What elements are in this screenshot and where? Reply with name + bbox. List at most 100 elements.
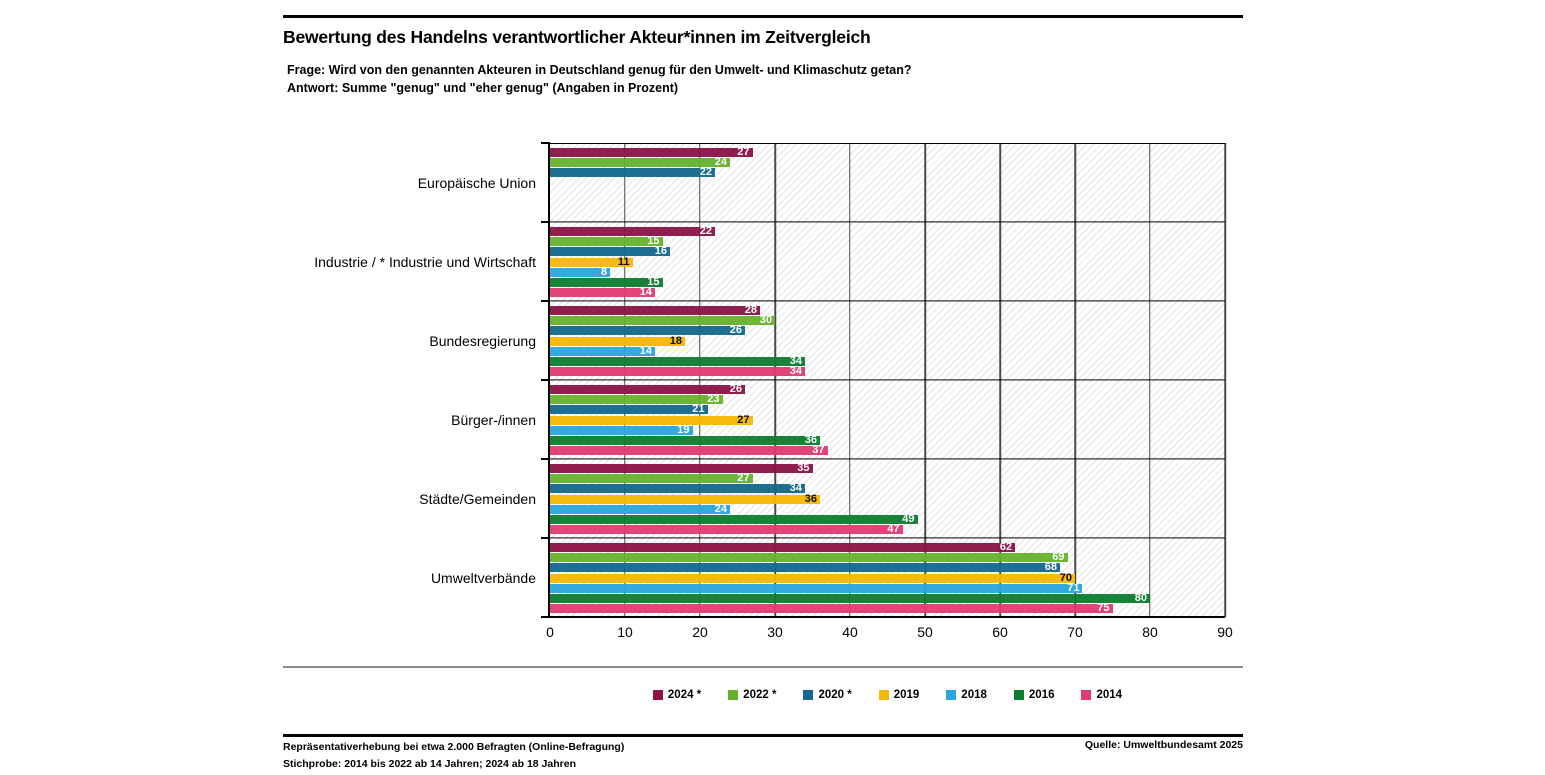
- x-tick-label: 60: [992, 624, 1008, 640]
- bar-value-label: 36: [804, 433, 817, 446]
- bar-2018: 14: [550, 344, 655, 357]
- footnote-sample: Stichprobe: 2014 bis 2022 ab 14 Jahren; …: [283, 757, 576, 770]
- legend-label: 2016: [1028, 689, 1055, 701]
- legend-item: 2019: [878, 689, 920, 701]
- bar-row: 68: [550, 561, 1225, 574]
- chart-title: Bewertung des Handelns verantwortlicher …: [283, 27, 871, 47]
- legend-separator-rule: [283, 666, 1243, 668]
- bar-2020: 16: [550, 245, 670, 258]
- y-axis-tick: [541, 220, 550, 223]
- x-tick-label: 80: [1142, 624, 1158, 640]
- figure: Bewertung des Handelns verantwortlicher …: [283, 0, 1243, 775]
- bar-2018: 71: [550, 581, 1083, 594]
- bar-row: 36: [550, 492, 1225, 505]
- bar-value-label: 34: [789, 354, 802, 367]
- bar-value-label: 14: [639, 344, 652, 357]
- bar-2016: 34: [550, 354, 805, 367]
- bar-value-label: 34: [789, 482, 802, 495]
- bar-row: [550, 199, 1225, 209]
- bar-value-label: 8: [600, 265, 607, 278]
- bar-row: 71: [550, 581, 1225, 594]
- source-label: Quelle: Umweltbundesamt 2025: [1084, 739, 1243, 751]
- bar-2018: 8: [550, 265, 610, 278]
- bar-2014: 14: [550, 286, 655, 299]
- category-block: 27 24 22: [550, 143, 1225, 222]
- bar-2018: 19: [550, 423, 693, 436]
- x-tick-label: 30: [767, 624, 783, 640]
- bar-2016: 80: [550, 592, 1150, 603]
- legend-item: 2020 *: [803, 689, 852, 701]
- bar-value-label: 34: [789, 365, 802, 378]
- bar-row: 75: [550, 603, 1225, 614]
- legend-label: 2014: [1096, 689, 1123, 701]
- category-block: 28 30 26 18 14 34 34: [550, 301, 1225, 380]
- legend-swatch: [728, 690, 739, 700]
- x-tick-label: 0: [546, 624, 554, 640]
- bar-value-label: 22: [699, 166, 712, 179]
- bar-row: 47: [550, 524, 1225, 535]
- bar-2024: 26: [550, 383, 745, 395]
- x-tick-label: 40: [842, 624, 858, 640]
- category-label: Industrie / * Industrie und Wirtschaft: [314, 253, 536, 270]
- y-axis-tick: [541, 457, 550, 460]
- legend-swatch: [946, 690, 957, 700]
- bar-2019: 70: [550, 572, 1075, 583]
- bar-value-label: 26: [729, 383, 742, 395]
- bar-2014: 37: [550, 445, 828, 456]
- category-block: 62 69 68 70 71 80 75: [550, 538, 1225, 617]
- bar-row: 34: [550, 482, 1225, 495]
- bar-value-label: 14: [639, 286, 652, 299]
- bar-value-label: 23: [707, 393, 720, 406]
- bar-row: 19: [550, 423, 1225, 436]
- category-label: Bundesregierung: [429, 332, 536, 349]
- bar-row: 21: [550, 404, 1225, 415]
- bar-2022: 15: [550, 236, 663, 247]
- bar-2020: 68: [550, 561, 1060, 574]
- bar-row: 27: [550, 147, 1225, 158]
- category-label: Bürger-/innen: [451, 411, 536, 428]
- bar-2022: 27: [550, 473, 753, 484]
- bar-row: 70: [550, 572, 1225, 584]
- bar-row: 62: [550, 542, 1225, 553]
- x-axis-ticks: 0 10 20 30 40 50 60 70 80 90: [546, 624, 1233, 644]
- legend-label: 2019: [893, 689, 920, 701]
- bar-value-label: 69: [1052, 551, 1065, 564]
- bar-2022: 23: [550, 393, 723, 406]
- bar-2020: 22: [550, 166, 715, 179]
- bar-row: 30: [550, 315, 1225, 326]
- bar-value-label: 28: [744, 304, 757, 316]
- bar-row: 49: [550, 513, 1225, 525]
- block-separator: [550, 300, 1225, 302]
- bar-row: 27: [550, 414, 1225, 426]
- bar-row: 22: [550, 166, 1225, 179]
- bar-value-label: 24: [714, 156, 727, 169]
- bar-2019: 27: [550, 414, 753, 425]
- bar-row: 27: [550, 473, 1225, 484]
- bar-row: 15: [550, 276, 1225, 288]
- bar-value-label: 35: [797, 462, 810, 474]
- bar-value-label: 16: [654, 245, 667, 258]
- legend-label: 2022 *: [743, 689, 777, 701]
- bar-2016: 49: [550, 513, 918, 524]
- top-rule: [283, 15, 1243, 18]
- bar-row: 18: [550, 335, 1225, 347]
- plot-area: 27 24 22 22 15 16 11 8 15 14 28 30 26 18 14 34 34 26 23 21 2…: [541, 142, 1226, 618]
- bar-value-label: 36: [804, 492, 817, 505]
- legend-item: 2018: [946, 689, 987, 701]
- category-label: Städte/Gemeinden: [419, 490, 536, 507]
- block-separator: [550, 537, 1225, 539]
- x-tick-label: 10: [617, 624, 633, 640]
- footer-rule: [283, 734, 1243, 737]
- bar-value-label: 19: [677, 423, 690, 436]
- bar-2022: 69: [550, 551, 1068, 564]
- bar-value-label: 71: [1067, 581, 1080, 594]
- bar-2024: 28: [550, 304, 760, 316]
- category-label: Europäische Union: [417, 174, 536, 191]
- legend-item: 2024 *: [652, 689, 701, 701]
- bar-row: 35: [550, 462, 1225, 474]
- legend-swatch: [1081, 690, 1092, 700]
- bar-value-label: 68: [1044, 561, 1057, 574]
- x-tick-label: 50: [917, 624, 933, 640]
- bar-row: 8: [550, 265, 1225, 278]
- category-block: 35 27 34 36 24 49 47: [550, 459, 1225, 538]
